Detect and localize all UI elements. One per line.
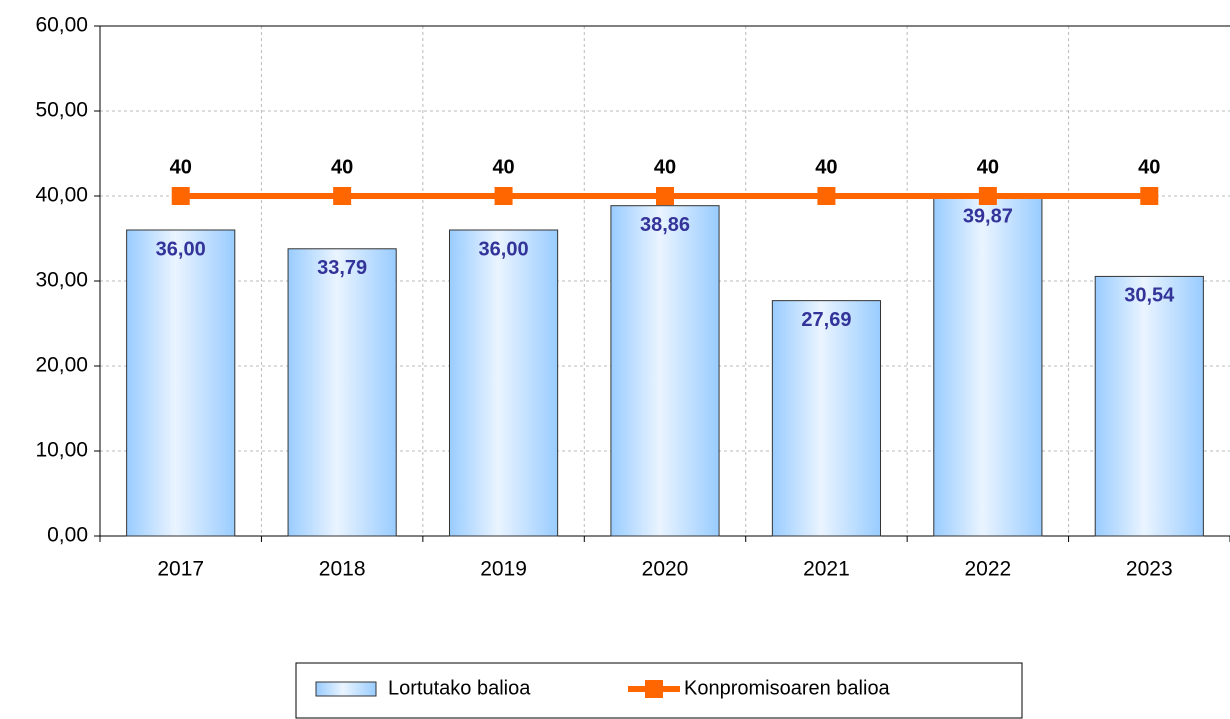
x-tick-label: 2017 bbox=[157, 558, 204, 581]
x-tick-label: 2022 bbox=[964, 558, 1011, 581]
line-marker bbox=[1140, 187, 1159, 205]
line-marker bbox=[494, 187, 513, 205]
line-marker bbox=[978, 187, 997, 205]
line-marker bbox=[333, 187, 352, 205]
bar-value-label: 30,54 bbox=[1124, 285, 1175, 307]
y-tick-label: 30,00 bbox=[35, 269, 88, 292]
bar-value-label: 38,86 bbox=[640, 214, 690, 236]
bar-value-label: 36,00 bbox=[156, 238, 206, 260]
line-marker bbox=[171, 187, 190, 205]
bar-value-label: 33,79 bbox=[317, 257, 367, 279]
bar bbox=[771, 300, 882, 537]
y-tick-label: 50,00 bbox=[35, 99, 88, 122]
legend-label: Lortutako balioa bbox=[388, 677, 531, 699]
line-value-label: 40 bbox=[492, 156, 514, 178]
bar bbox=[126, 229, 236, 537]
legend-label: Konpromisoaren balioa bbox=[684, 677, 891, 699]
x-tick-label: 2023 bbox=[1126, 558, 1173, 581]
line-value-label: 40 bbox=[1138, 156, 1160, 178]
y-tick-label: 60,00 bbox=[35, 14, 88, 37]
line-value-label: 40 bbox=[654, 156, 676, 178]
bar-value-label: 39,87 bbox=[963, 205, 1013, 227]
bar bbox=[610, 205, 720, 537]
line-marker bbox=[656, 187, 674, 205]
line-marker bbox=[817, 187, 836, 205]
x-tick-label: 2019 bbox=[480, 558, 527, 581]
y-tick-label: 20,00 bbox=[35, 354, 88, 377]
bar bbox=[448, 229, 559, 537]
y-tick-label: 40,00 bbox=[35, 184, 88, 207]
bar bbox=[287, 248, 397, 537]
legend-swatch bbox=[315, 681, 377, 697]
x-tick-label: 2021 bbox=[803, 558, 850, 581]
line-value-label: 40 bbox=[170, 156, 192, 178]
y-tick-label: 0,00 bbox=[47, 524, 88, 547]
bar-value-label: 36,00 bbox=[479, 238, 529, 260]
line-value-label: 40 bbox=[815, 156, 837, 178]
bar bbox=[933, 196, 1043, 537]
line-value-label: 40 bbox=[331, 156, 353, 178]
x-tick-label: 2018 bbox=[319, 558, 366, 581]
x-tick-label: 2020 bbox=[642, 558, 689, 581]
legend-marker bbox=[645, 680, 663, 698]
line-value-label: 40 bbox=[977, 156, 999, 178]
y-tick-label: 10,00 bbox=[35, 439, 88, 462]
bar bbox=[1094, 275, 1204, 537]
bar-value-label: 27,69 bbox=[801, 309, 851, 331]
